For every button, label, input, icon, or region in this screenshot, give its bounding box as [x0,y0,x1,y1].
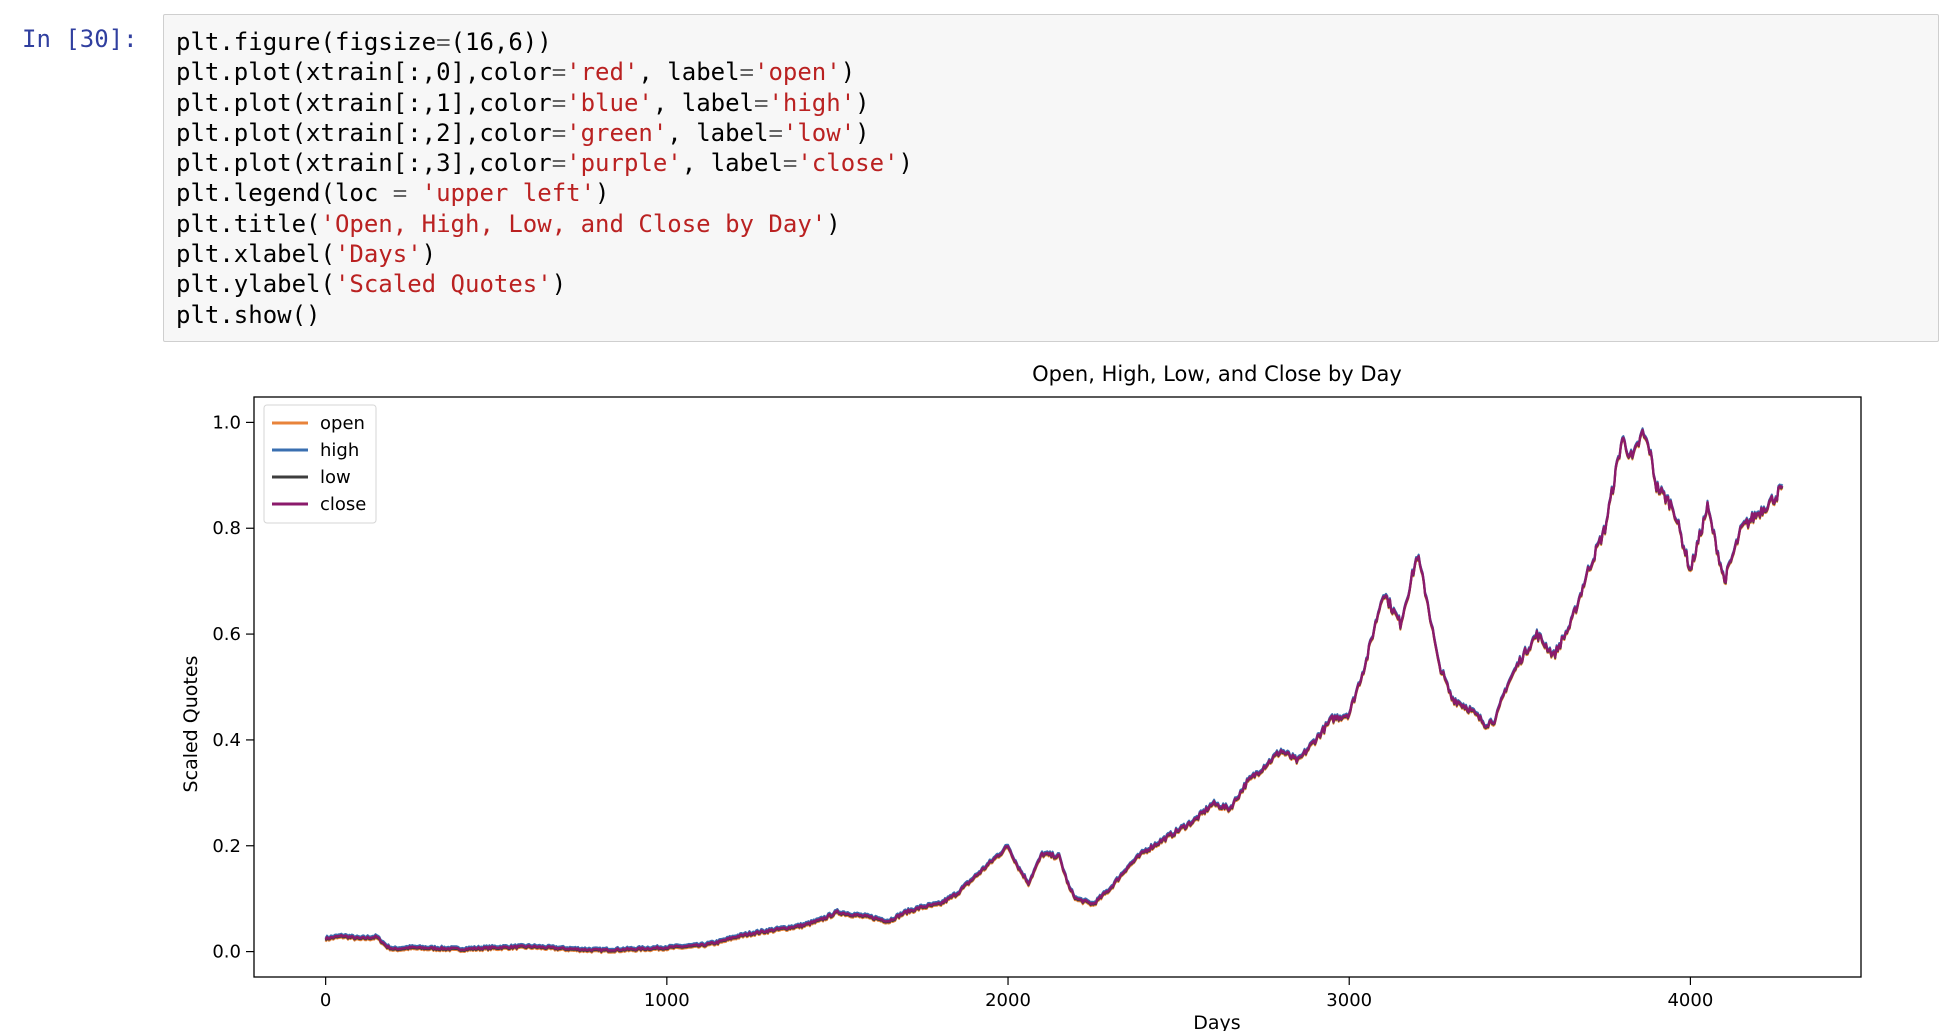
code-token: = [739,58,754,87]
output-area: 0 1000 2000 3000 4000 0.0 0.2 0.4 0.6 0.8 1.0 Ope… [163,350,1939,1031]
code-token: plt.show() [176,300,321,329]
code-string-token: 'low' [782,118,856,147]
code-token: ) [595,179,610,208]
code-string-token: 'upper left' [421,179,596,208]
x-tick-label: 2000 [985,990,1031,1011]
code-token: , label [667,118,769,147]
code-token: ) [421,240,437,269]
code-token: plt.figure(figsize [176,28,437,56]
chart-title: Open, High, Low, and Close by Day [1032,362,1402,386]
x-tick-label: 0 [320,990,331,1011]
legend-label-open: open [320,413,365,434]
y-tick-label: 0.4 [212,730,241,751]
code-string-token: 'close' [797,149,899,178]
code-string-token: 'Days' [334,240,422,269]
code-token: plt.ylabel( [176,270,335,299]
plot-lines [324,427,1784,955]
code-line[interactable]: plt.ylabel('Scaled Quotes') [176,269,913,299]
y-axis-label: Scaled Quotes [180,656,202,793]
code-token [407,179,421,207]
legend-box [263,404,377,524]
code-token: ) [840,58,856,87]
code-string-token: 'Open, High, Low, and Close by Day' [320,209,827,238]
code-token: plt.plot(xtrain[:,2],color [176,118,552,147]
series-line-close [324,428,1784,953]
code-token: plt.plot(xtrain[:,3],color [176,149,552,178]
code-line[interactable]: plt.plot(xtrain[:,3],color='purple', lab… [176,148,913,178]
code-token: = [551,149,567,178]
code-line[interactable]: plt.plot(xtrain[:,0],color='red', label=… [176,57,913,87]
x-tick-label: 1000 [644,990,690,1011]
code-line[interactable]: plt.show() [176,300,913,330]
plot-area [253,396,1862,978]
y-tick-label: 0.6 [212,624,241,645]
code-token: = [551,118,567,147]
legend-label-low: low [320,467,351,488]
code-string-token: 'green' [566,118,668,147]
code-string-token: 'red' [566,58,639,87]
x-tick-label: 4000 [1667,990,1713,1011]
y-axis-ticks: 0.0 0.2 0.4 0.6 0.8 1.0 [212,412,254,963]
code-string-token: 'open' [754,58,841,87]
code-line[interactable]: plt.xlabel('Days') [176,239,913,269]
y-tick-label: 0.0 [212,942,241,963]
code-token: = [754,88,769,117]
code-line[interactable]: plt.legend(loc = 'upper left') [176,178,913,208]
code-input-area[interactable]: plt.figure(figsize=(16,6)) plt.plot(xtrai… [163,14,1939,342]
code-string-token: 'blue' [566,88,653,117]
code-string-token: 'high' [768,88,856,117]
x-axis-label: Days [1193,1012,1240,1031]
input-prompt: In [30]: [22,25,138,53]
axes-frame [253,396,1862,978]
x-tick-label: 3000 [1326,990,1372,1011]
code-token: = [768,118,783,147]
code-string-token: 'Scaled Quotes' [334,270,552,299]
line-chart: 0 1000 2000 3000 4000 0.0 0.2 0.4 0.6 0.8 1.0 Ope… [180,362,1862,1031]
code-line[interactable]: plt.plot(xtrain[:,1],color='blue', label… [176,88,913,118]
code-token: = [551,88,567,117]
code-token: = [392,179,408,208]
code-token: = [436,28,451,56]
code-token: = [551,58,567,87]
x-axis-ticks: 0 1000 2000 3000 4000 [320,977,1713,1011]
code-token: plt.title( [176,209,321,238]
code-token: ) [855,118,870,147]
legend-label-high: high [320,440,359,461]
code-token: ) [826,209,841,238]
code-token: (16,6)) [450,28,552,56]
code-token: , label [652,88,754,117]
code-token: , label [638,58,740,87]
code-line[interactable]: plt.plot(xtrain[:,2],color='green', labe… [176,118,913,148]
y-tick-label: 0.2 [212,836,241,857]
y-tick-label: 1.0 [212,412,241,433]
code-token: plt.plot(xtrain[:,1],color [176,88,552,117]
code-token: = [782,149,798,178]
y-tick-label: 0.8 [212,518,241,539]
code-token: plt.xlabel( [176,240,335,269]
code-token: ) [855,88,870,117]
code-token: ) [551,270,567,299]
legend: open high low close [263,404,377,524]
code-line[interactable]: plt.figure(figsize=(16,6)) [176,27,913,57]
code-token: plt.plot(xtrain[:,0],color [176,58,552,87]
code-string-token: 'purple' [566,149,682,178]
code-token: ) [898,149,913,178]
code-editor[interactable]: plt.figure(figsize=(16,6)) plt.plot(xtrai… [176,27,913,330]
legend-label-close: close [320,494,366,515]
code-token: plt.legend(loc [176,179,393,208]
code-line[interactable]: plt.title('Open, High, Low, and Close by… [176,209,913,239]
code-token: , label [681,149,783,178]
